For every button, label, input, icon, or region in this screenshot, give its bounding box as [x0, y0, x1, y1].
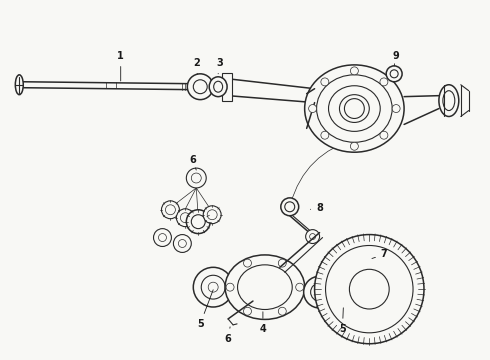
Circle shape — [310, 234, 316, 239]
Text: 4: 4 — [260, 312, 266, 334]
Circle shape — [306, 230, 319, 243]
Circle shape — [321, 131, 329, 139]
Circle shape — [311, 283, 328, 301]
Ellipse shape — [225, 255, 305, 319]
Circle shape — [278, 307, 286, 315]
Circle shape — [304, 276, 336, 308]
Circle shape — [191, 173, 201, 183]
Circle shape — [193, 267, 233, 307]
Circle shape — [208, 282, 218, 292]
Circle shape — [186, 210, 210, 234]
Circle shape — [278, 259, 286, 267]
Circle shape — [321, 78, 329, 86]
Circle shape — [325, 246, 413, 333]
Circle shape — [390, 70, 398, 78]
Circle shape — [344, 99, 365, 118]
Ellipse shape — [305, 65, 404, 152]
Circle shape — [315, 235, 424, 344]
Circle shape — [380, 131, 388, 139]
Circle shape — [281, 198, 299, 216]
Circle shape — [386, 66, 402, 82]
Text: 3: 3 — [217, 58, 223, 74]
Text: 9: 9 — [393, 51, 399, 66]
Circle shape — [162, 201, 179, 219]
Circle shape — [350, 142, 358, 150]
Text: 2: 2 — [193, 58, 199, 74]
Text: 6: 6 — [189, 155, 196, 170]
Ellipse shape — [333, 290, 341, 301]
Ellipse shape — [328, 86, 380, 131]
Circle shape — [193, 80, 207, 94]
Ellipse shape — [328, 285, 344, 305]
Ellipse shape — [209, 77, 227, 96]
Ellipse shape — [238, 265, 292, 310]
Ellipse shape — [15, 75, 23, 95]
Circle shape — [203, 206, 221, 224]
Circle shape — [244, 259, 251, 267]
Circle shape — [226, 283, 234, 291]
Circle shape — [173, 235, 191, 252]
Ellipse shape — [340, 95, 369, 122]
Polygon shape — [222, 73, 232, 100]
Circle shape — [285, 202, 294, 212]
Circle shape — [187, 74, 213, 100]
Circle shape — [350, 67, 358, 75]
Circle shape — [295, 283, 304, 291]
Text: 5: 5 — [197, 290, 213, 329]
Text: 7: 7 — [372, 249, 388, 260]
Circle shape — [309, 105, 317, 113]
Text: 8: 8 — [310, 203, 323, 213]
Ellipse shape — [443, 91, 455, 111]
Circle shape — [380, 78, 388, 86]
Circle shape — [207, 210, 217, 220]
Circle shape — [158, 234, 167, 242]
Circle shape — [349, 269, 389, 309]
Circle shape — [180, 213, 190, 223]
Text: 1: 1 — [117, 51, 124, 81]
Circle shape — [392, 105, 400, 113]
Circle shape — [201, 275, 225, 299]
Ellipse shape — [214, 81, 222, 92]
Ellipse shape — [439, 85, 459, 117]
Circle shape — [153, 229, 172, 247]
Circle shape — [166, 205, 175, 215]
Circle shape — [191, 215, 205, 229]
Circle shape — [178, 239, 186, 247]
Ellipse shape — [317, 75, 392, 142]
Circle shape — [186, 168, 206, 188]
Circle shape — [244, 307, 251, 315]
Circle shape — [176, 209, 195, 227]
Text: 6: 6 — [225, 327, 231, 344]
Text: 5: 5 — [339, 308, 346, 334]
